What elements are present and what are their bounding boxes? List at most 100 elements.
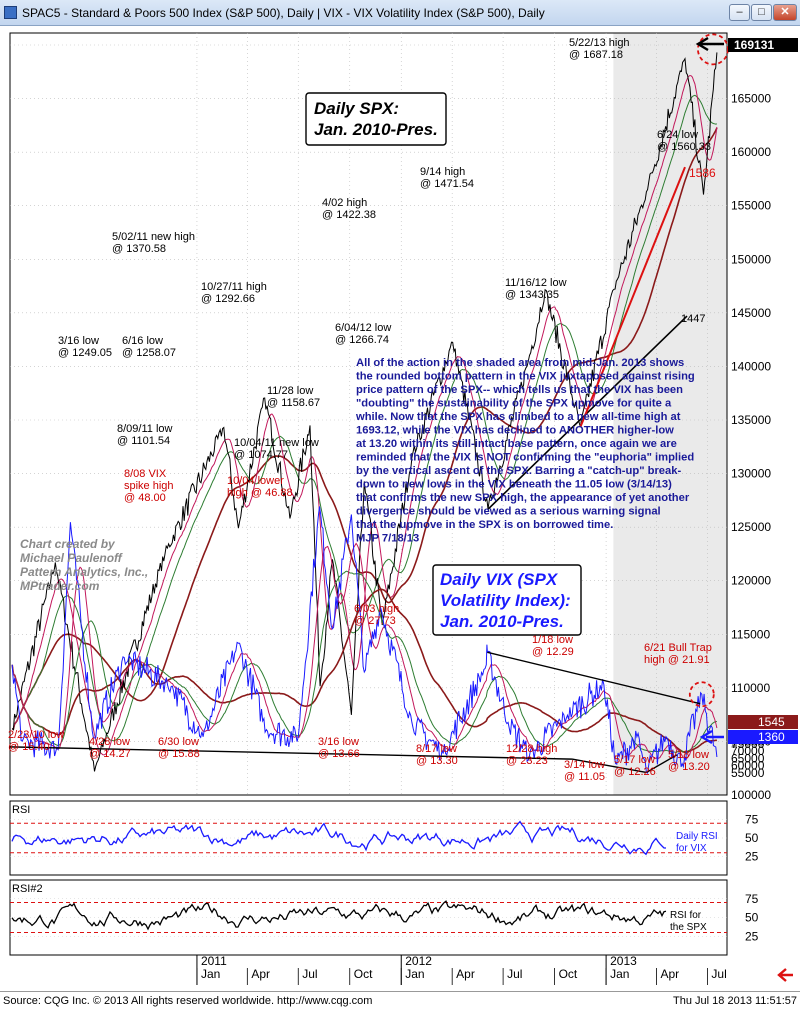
vix-annotation: 1/18 low @ 12.29 (532, 634, 574, 658)
vix-annotation: 3/16 low @ 13.66 (318, 736, 360, 760)
vix-ma-mid (11, 570, 717, 753)
grid (10, 33, 727, 795)
month-label: Apr (456, 967, 475, 981)
spx-y-tick-label: 120000 (731, 574, 771, 588)
spx-series (11, 52, 718, 772)
spx-annotation: 11/28 low @ 1158.67 (267, 385, 320, 409)
rsi-panel-label: RSI (12, 804, 30, 816)
rsi2-y-tick-label: 75 (745, 892, 759, 906)
spx-y-tick-label: 115000 (731, 627, 770, 641)
rsi-side-label: Daily RSI for VIX (676, 831, 718, 854)
trend-label-1586: 1586 (689, 166, 716, 180)
vix-annotation: 5/18 low @ 13.20 (668, 749, 710, 773)
spx-annotation: 10/04/11 new low @ 1074.77 (234, 437, 319, 461)
vix-ma-short (11, 542, 718, 761)
vix-base-line-left (9, 746, 572, 760)
source-credit: Source: CQG Inc. © 2013 All rights reser… (3, 995, 373, 1007)
app-icon (4, 6, 17, 19)
rsi-panel (10, 819, 727, 857)
spx-y-tick-label: 160000 (731, 145, 771, 159)
rsi-line (11, 820, 666, 856)
year-label: 2012 (405, 954, 432, 968)
spx-annotation: 9/14 high @ 1471.54 (420, 166, 474, 190)
rsi2-y-tick-label: 50 (745, 911, 759, 925)
vix-bull-trap-circle (688, 681, 715, 708)
trend-label-1447: 1447 (681, 313, 705, 325)
rsi2-line (11, 900, 667, 931)
spx-price-line (11, 52, 718, 772)
minimize-button[interactable]: – (729, 4, 750, 21)
spx-last-value-tag (728, 38, 798, 52)
rsi-y-tick-label: 75 (745, 813, 759, 827)
chart-credit: Chart created by Michael Paulenoff Pattern… (20, 537, 148, 593)
chart-frame: 130000 135000 140000 145000 150000 155000 1600… (0, 27, 800, 991)
rsi-y-tick-label: 50 (745, 831, 759, 845)
month-label: Oct (354, 967, 373, 981)
vix-annotation: 6/30 low @ 15.88 (158, 736, 200, 760)
rsi2-panel-label: RSI#2 (12, 883, 43, 895)
spx-y-tick-label: 150000 (731, 252, 771, 266)
spx-y-tick-label: 145000 (731, 306, 771, 320)
vix-y-tick-label: 55000 (731, 766, 765, 780)
vix-last-value-tag (728, 730, 798, 744)
vix-base-line-right (646, 754, 678, 774)
shaded-region (613, 33, 727, 795)
vix-y-tick-label: 65000 (731, 751, 765, 765)
spx-high-arrow (695, 36, 724, 52)
vix-annotation: 6/21 Bull Trap high @ 21.91 (644, 642, 712, 666)
spx-annotation: 4/02 high @ 1422.38 (322, 197, 376, 221)
rsi2-side-label: RSI for the SPX (670, 910, 707, 933)
rsi2-y-tick-label: 25 (745, 929, 759, 943)
spx-y-tick-label: 130000 (731, 467, 771, 481)
spx-red-trendline (579, 166, 686, 428)
month-label: Jul (507, 967, 522, 981)
vix-y-tick-label: 60000 (731, 759, 765, 773)
spx-annotation: 6/24 low @ 1560.33 (657, 129, 711, 153)
vix-price-line (11, 506, 718, 774)
spx-annotation: 5/22/13 high @ 1687.18 (569, 37, 630, 61)
window-title: SPAC5 - Standard & Poors 500 Index (S&P … (22, 6, 545, 20)
spx-ma-mid (12, 94, 717, 742)
window-title-bar: SPAC5 - Standard & Poors 500 Index (S&P … (0, 0, 800, 26)
vix-annotation: 3/14 low @ 11.05 (564, 759, 605, 783)
vix-title-box (432, 564, 582, 636)
rsi-y-tick-label: 25 (745, 850, 759, 864)
vix-base-line-mid (571, 758, 647, 774)
maximize-button[interactable]: □ (751, 4, 772, 21)
spx-support-trendline (487, 315, 688, 510)
main-panel-border (9, 32, 728, 796)
month-label: Jul (302, 967, 317, 981)
month-label: Apr (660, 967, 679, 981)
spx-annotation: 8/09/11 low @ 1101.54 (117, 423, 173, 447)
timestamp: Thu Jul 18 2013 11:51:57 (673, 995, 797, 1007)
spx-annotation: 6/16 low @ 1258.07 (122, 335, 176, 359)
month-label: Oct (559, 967, 578, 981)
spx-y-tick-label: 165000 (731, 92, 771, 106)
vix-low-arrow (699, 729, 724, 745)
spx-annotation: 6/04/12 low @ 1266.74 (335, 322, 391, 346)
x-axis (196, 955, 708, 985)
vix-y-tick-label: 70000 (731, 744, 765, 758)
month-label: Jan (610, 967, 629, 981)
vix-title: Daily VIX (SPX Volatility Index): Jan. 201… (440, 570, 571, 631)
year-label: 2013 (610, 954, 637, 968)
vix-annotation: 8/17 low @ 13.30 (416, 743, 458, 767)
spx-annotation: 5/02/11 new high @ 1370.58 (112, 231, 195, 255)
year-label: 2011 (201, 954, 227, 968)
spx-ma-long (11, 127, 718, 731)
commentary-text: All of the action in the shaded area fro… (355, 357, 695, 545)
spx-annotation: 3/16 low @ 1249.05 (58, 335, 112, 359)
vix-annotation: 2/23/10 low @ 15.40 (8, 729, 64, 753)
spx-annotation: 10/27/11 high @ 1292.66 (201, 281, 267, 305)
rsi2-panel (10, 898, 727, 937)
vix-ma-value-tag (728, 715, 798, 729)
close-button[interactable]: ✕ (773, 4, 797, 21)
spx-title-box (305, 92, 447, 146)
spx-y-tick-label: 155000 (731, 199, 771, 213)
spx-y-tick-label: 125000 (731, 520, 771, 534)
spx-ma-short (12, 74, 718, 756)
vix-annotation: 10/04 lower high @ 46.88 (227, 475, 293, 499)
status-footer: Source: CQG Inc. © 2013 All rights reser… (0, 991, 800, 1011)
month-label: Jul (711, 967, 726, 981)
vix-annotation: 6/03 high @ 27.73 (354, 603, 399, 627)
